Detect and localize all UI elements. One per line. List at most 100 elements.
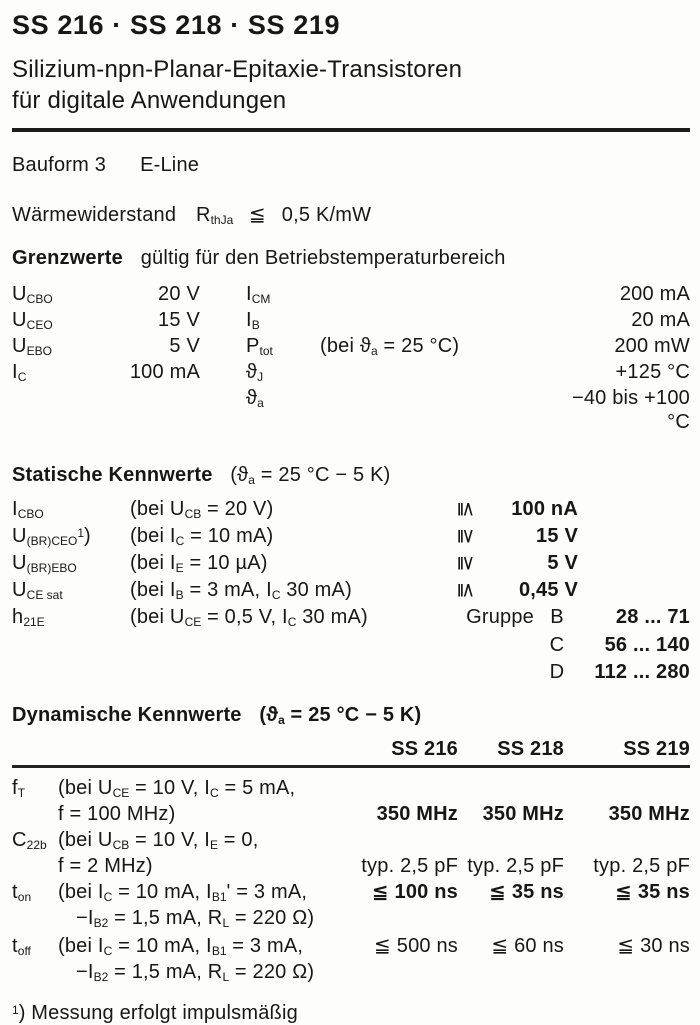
dynamic-value-ss218: ≦ 60 ns bbox=[491, 935, 564, 958]
limits-heading-rest: gültig für den Betriebstemperaturbereich bbox=[140, 247, 506, 270]
spacer bbox=[200, 308, 246, 334]
limit-value: 15 V bbox=[158, 309, 200, 332]
static-symbol: ICBO bbox=[12, 498, 44, 522]
spacer bbox=[12, 632, 460, 659]
page-title: SS 216 · SS 218 · SS 219 bbox=[12, 10, 341, 40]
limit-value: 100 mA bbox=[129, 361, 200, 384]
table-row: ϑa −40 bis +100 °C bbox=[12, 386, 690, 434]
spacer bbox=[200, 360, 246, 386]
spacer bbox=[200, 282, 246, 308]
column-header-ss216: SS 216 bbox=[391, 738, 458, 761]
limit-symbol: Ptot bbox=[246, 335, 273, 359]
spacer bbox=[12, 737, 58, 761]
limit-condition bbox=[320, 386, 544, 434]
dynamic-value-ss219: ≦ 30 ns bbox=[617, 935, 690, 958]
column-header-ss219: SS 219 bbox=[623, 738, 690, 761]
condition-line: (bei UCB = 10 V, IE = 0, bbox=[58, 829, 259, 853]
thermal-label: Wärmewiderstand bbox=[12, 204, 177, 227]
less-equal-sign: ≦ bbox=[448, 578, 482, 605]
limit-symbol: ϑa bbox=[246, 387, 264, 411]
gruppe-letter: D bbox=[549, 661, 565, 684]
table-row: U(BR)CEO1) (bei IC = 10 mA) ≧ 15 V bbox=[12, 524, 690, 551]
limit-value: 5 V bbox=[169, 335, 200, 358]
limit-value: 20 mA bbox=[631, 309, 690, 332]
limit-symbol: UEBO bbox=[12, 335, 52, 359]
table-row: C 56 ... 140 bbox=[12, 632, 690, 659]
condition-line: −IB2 = 1,5 mA, RL = 220 Ω) bbox=[76, 961, 315, 985]
spacer bbox=[460, 632, 542, 659]
dynamic-value-ss219: 350 MHz bbox=[608, 803, 690, 826]
table-row: IC 100 mA ϑJ +125 °C bbox=[12, 360, 690, 386]
table-row: D 112 ... 280 bbox=[12, 659, 690, 686]
dynamic-value-ss216: ≦ 500 ns bbox=[374, 935, 458, 958]
limits-heading: Grenzwerte gültig für den Betriebstemper… bbox=[12, 247, 690, 270]
dynamic-value-ss218: typ. 2,5 pF bbox=[467, 855, 564, 878]
limit-value: 20 V bbox=[158, 283, 200, 306]
limit-value: −40 bis +100 °C bbox=[571, 387, 690, 434]
dynamic-condition: (bei IC = 10 mA, IB1 = 3 mA, −IB2 = 1,5 … bbox=[58, 934, 348, 986]
limits-heading-bold: Grenzwerte bbox=[12, 247, 123, 270]
static-condition: (bei IE = 10 µA) bbox=[130, 552, 268, 576]
dynamic-value-ss218: 350 MHz bbox=[482, 803, 564, 826]
table-row: U(BR)EBO (bei IE = 10 µA) ≧ 5 V bbox=[12, 551, 690, 578]
thermal-symbol: RthJa bbox=[195, 204, 234, 228]
limit-symbol: ϑJ bbox=[246, 361, 264, 385]
dynamic-symbol: ton bbox=[12, 881, 32, 905]
dynamic-heading-cond: (ϑa = 25 °C − 5 K) bbox=[259, 704, 422, 728]
gruppe-range: 56 ... 140 bbox=[604, 634, 690, 657]
static-symbol: U(BR)CEO1) bbox=[12, 525, 91, 549]
static-symbol: U(BR)EBO bbox=[12, 552, 77, 576]
static-symbol: UCE sat bbox=[12, 579, 63, 603]
table-row: UCEO 15 V IB 20 mA bbox=[12, 308, 690, 334]
table-row: UCBO 20 V ICM 200 mA bbox=[12, 282, 690, 308]
subtitle-line-2: für digitale Anwendungen bbox=[12, 86, 287, 114]
table-row: UEBO 5 V Ptot (bei ϑa = 25 °C) 200 mW bbox=[12, 334, 690, 360]
dynamic-value-ss216: 350 MHz bbox=[376, 803, 458, 826]
dynamic-heading-bold: Dynamische Kennwerte bbox=[12, 704, 242, 727]
static-condition: (bei UCB = 20 V) bbox=[130, 498, 274, 522]
gruppe-letter: C bbox=[549, 634, 565, 657]
bauform-value: E-Line bbox=[140, 154, 200, 177]
spacer bbox=[460, 659, 542, 686]
relation-glyph: ≦ bbox=[454, 501, 477, 519]
dynamic-column-headers: SS 216 SS 218 SS 219 bbox=[12, 737, 690, 761]
static-table: ICBO (bei UCB = 20 V) ≦ 100 nA U(BR)CEO1… bbox=[12, 497, 690, 686]
condition-line: (bei UCE = 10 V, IC = 5 mA, bbox=[58, 777, 296, 801]
greater-equal-sign: ≧ bbox=[448, 551, 482, 578]
table-row: ICBO (bei UCB = 20 V) ≦ 100 nA bbox=[12, 497, 690, 524]
static-value: 100 nA bbox=[511, 498, 578, 521]
relation-glyph: ≧ bbox=[454, 555, 477, 573]
static-condition: (bei IB = 3 mA, IC 30 mA) bbox=[130, 579, 352, 603]
dynamic-value-ss216: ≦ 100 ns bbox=[371, 881, 458, 904]
gruppe-row: D 112 ... 280 bbox=[460, 659, 690, 686]
dynamic-value-ss218: ≦ 35 ns bbox=[489, 881, 564, 904]
bauform-label: Bauform 3 bbox=[12, 154, 107, 177]
footnote: 1) Messung erfolgt impulsmäßig bbox=[12, 1002, 298, 1025]
gruppe-row: C 56 ... 140 bbox=[460, 632, 690, 659]
dynamic-value-ss219: ≦ 35 ns bbox=[615, 881, 690, 904]
dynamic-symbol: C22b bbox=[12, 829, 47, 853]
condition-line: f = 100 MHz) bbox=[58, 803, 176, 826]
table-row: ton (bei IC = 10 mA, IB1' = 3 mA, −IB2 =… bbox=[12, 880, 690, 932]
spacer bbox=[200, 386, 246, 434]
limit-symbol: UCEO bbox=[12, 309, 53, 333]
limit-symbol: IB bbox=[246, 309, 260, 333]
spacer bbox=[200, 334, 246, 360]
limit-value bbox=[124, 386, 200, 434]
dynamic-table: fT (bei UCE = 10 V, IC = 5 mA, f = 100 M… bbox=[12, 776, 690, 986]
limit-value: +125 °C bbox=[615, 361, 690, 384]
dynamic-table-divider bbox=[12, 765, 690, 769]
thermal-value: 0,5 K/mW bbox=[281, 204, 372, 227]
static-value: 15 V bbox=[536, 525, 578, 548]
gruppe-range: 112 ... 280 bbox=[594, 661, 690, 684]
condition-line: (bei IC = 10 mA, IB1 = 3 mA, bbox=[58, 935, 304, 959]
dynamic-condition: (bei IC = 10 mA, IB1' = 3 mA, −IB2 = 1,5… bbox=[58, 880, 348, 932]
spacer bbox=[578, 578, 690, 605]
dynamic-heading: Dynamische Kennwerte (ϑa = 25 °C − 5 K) bbox=[12, 704, 690, 727]
static-condition: (bei IC = 10 mA) bbox=[130, 525, 274, 549]
spacer bbox=[578, 551, 690, 578]
condition-line: (bei IC = 10 mA, IB1' = 3 mA, bbox=[58, 881, 308, 905]
static-symbol: h21E bbox=[12, 606, 45, 630]
dynamic-symbol: fT bbox=[12, 777, 26, 801]
